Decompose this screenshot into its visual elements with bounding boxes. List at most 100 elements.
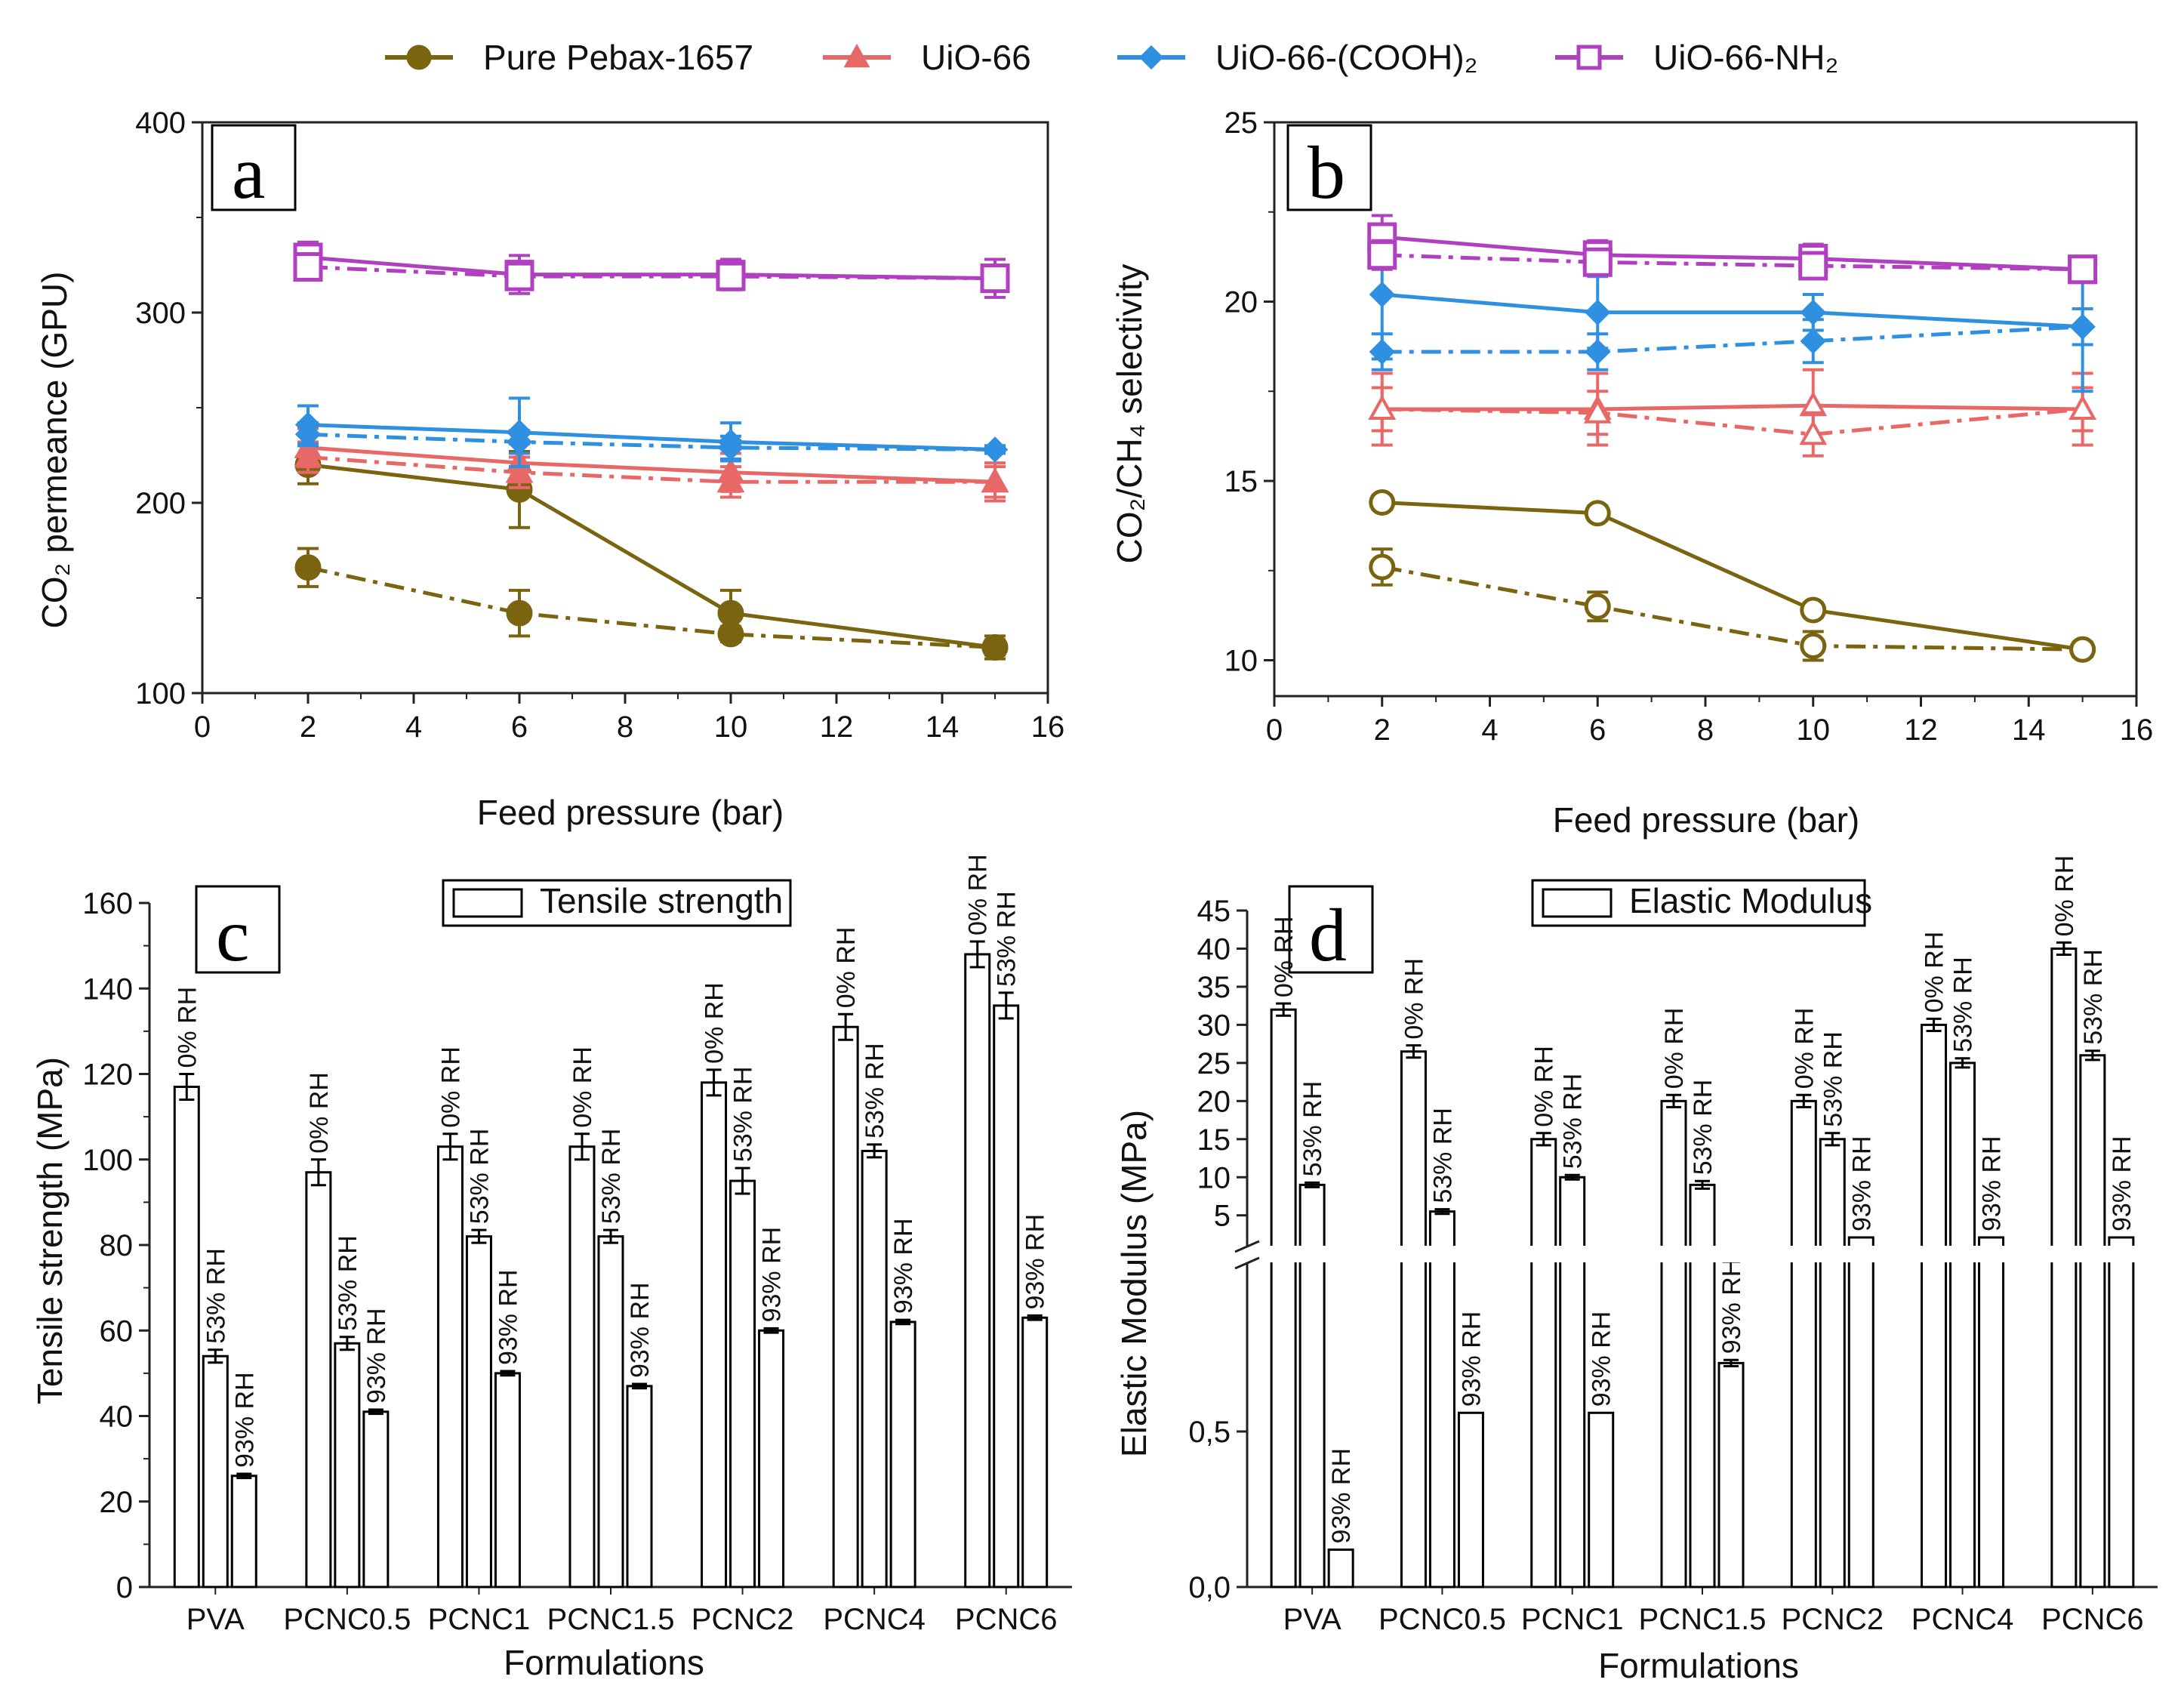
legend-entry-uio66-nh2: UiO-66-NH₂: [1555, 38, 1838, 77]
bar: [832, 1025, 859, 1589]
bar: [1588, 1411, 1615, 1589]
y-tick-label: 40: [100, 1401, 134, 1434]
panel-label-a: a: [232, 131, 265, 214]
bar: [230, 1475, 257, 1589]
bar-label: 93% RH: [2108, 1136, 2136, 1231]
bar: [1819, 1138, 1846, 1589]
data-point: [2068, 394, 2097, 420]
panel-c-tensile-strength: Formulations Tensile strength (MPa) 0 20 4…: [30, 854, 1072, 1682]
legend-label: Elastic Modulus: [1629, 881, 1872, 920]
data-point: [2069, 636, 2096, 663]
x-tick-label: 12: [820, 710, 854, 744]
bar: [334, 1342, 361, 1589]
data-point: [1799, 420, 1828, 445]
y-tick-label: 60: [100, 1314, 134, 1348]
bar-label: 53% RH: [1949, 957, 1978, 1052]
series-line: [307, 423, 996, 451]
series-dashdot: [293, 252, 1010, 294]
x-axis-label: Formulations: [504, 1643, 704, 1682]
x-tick-label: PCNC1.5: [547, 1603, 675, 1636]
x-axis-label: Feed pressure (bar): [1553, 800, 1860, 840]
bar: [2079, 1054, 2106, 1589]
x-tick-label: PCNC0.5: [283, 1603, 411, 1636]
y-tick-label: 200: [135, 487, 186, 520]
bar: [1559, 1176, 1586, 1589]
legend-top: Pure Pebax-1657 UiO-66 UiO-66-(COOH)₂ Ui…: [385, 38, 1838, 77]
bar-label: 93% RH: [1978, 1136, 2007, 1231]
series-line: [1382, 235, 2083, 272]
bar: [1021, 1316, 1049, 1589]
bar: [1689, 1183, 1716, 1589]
y-tick-label: 15: [1197, 1123, 1231, 1157]
data-point: [716, 467, 745, 493]
bar: [568, 1145, 596, 1589]
data-point: [1576, 45, 1602, 70]
series-dashdot: [294, 440, 1009, 499]
bar-label: 93% RH: [1021, 1214, 1050, 1310]
bar: [1949, 1062, 1976, 1589]
bar-label: 0% RH: [1400, 958, 1428, 1040]
legend-swatch: [1542, 888, 1613, 918]
series-line: [307, 463, 996, 649]
y-tick-label: 45: [1197, 895, 1231, 928]
bar-label: 53% RH: [334, 1235, 362, 1331]
data-point: [294, 554, 322, 581]
bar: [202, 1354, 229, 1589]
bar-label: 0% RH: [701, 982, 729, 1064]
y-tick-label: 80: [100, 1229, 134, 1262]
x-tick-label: PCNC0.5: [1378, 1603, 1506, 1636]
y-tick-label: 20: [100, 1486, 134, 1519]
x-tick-label: 6: [1589, 713, 1606, 747]
bar-label: 93% RH: [1717, 1259, 1746, 1354]
data-point: [1582, 247, 1613, 277]
panel-label-box: [1286, 124, 1372, 211]
data-point: [717, 621, 744, 648]
bar: [964, 953, 991, 1589]
data-point: [1369, 489, 1396, 516]
data-point: [1798, 251, 1828, 281]
x-tick-label: PCNC2: [1781, 1603, 1884, 1636]
y-tick-label: 10: [1197, 1161, 1231, 1194]
axis-break-mark: [1234, 1240, 1260, 1253]
bar-label: 93% RH: [1457, 1311, 1486, 1407]
bar: [494, 1372, 521, 1589]
series-line: [307, 455, 995, 484]
x-axis-label: Feed pressure (bar): [477, 793, 784, 832]
bar: [2050, 947, 2078, 1589]
bar: [2108, 1236, 2135, 1589]
series-line: [307, 445, 996, 484]
y-tick-label: 30: [1197, 1009, 1231, 1042]
series-solid: [1368, 368, 2097, 447]
bar-label: 53% RH: [1298, 1081, 1327, 1177]
data-point: [717, 434, 744, 461]
bar-label: 0% RH: [964, 854, 993, 935]
bar-label: 0% RH: [1660, 1008, 1689, 1089]
data-point: [981, 634, 1009, 661]
bar: [993, 1004, 1020, 1589]
bar-label: 53% RH: [202, 1248, 230, 1344]
bar-label: 0% RH: [305, 1072, 334, 1154]
bar-label: 93% RH: [1847, 1136, 1876, 1231]
bar: [1790, 1099, 1817, 1589]
y-tick-label: 100: [135, 677, 186, 710]
axis-break-gap: [1243, 1246, 2164, 1262]
x-tick-label: 4: [405, 710, 422, 744]
x-tick-label: PCNC4: [1911, 1603, 2014, 1636]
data-point: [406, 45, 432, 70]
data-point: [981, 436, 1009, 463]
series-line: [1382, 325, 2083, 354]
bar-label: 53% RH: [2079, 949, 2108, 1045]
legend-label: UiO-66: [921, 38, 1031, 77]
bar-label: 53% RH: [1428, 1108, 1457, 1203]
bar-label: 53% RH: [465, 1129, 494, 1225]
data-point: [843, 43, 870, 68]
series-solid: [1369, 228, 2096, 393]
data-point: [1800, 328, 1826, 354]
legend-label: UiO-66-NH₂: [1653, 38, 1838, 77]
x-tick-label: PCNC6: [2041, 1603, 2144, 1636]
data-point: [716, 261, 746, 291]
x-tick-label: PCNC1: [1521, 1603, 1624, 1636]
y-axis-label: Elastic Modulus (MPa): [1114, 1110, 1154, 1457]
data-point: [1585, 338, 1611, 365]
